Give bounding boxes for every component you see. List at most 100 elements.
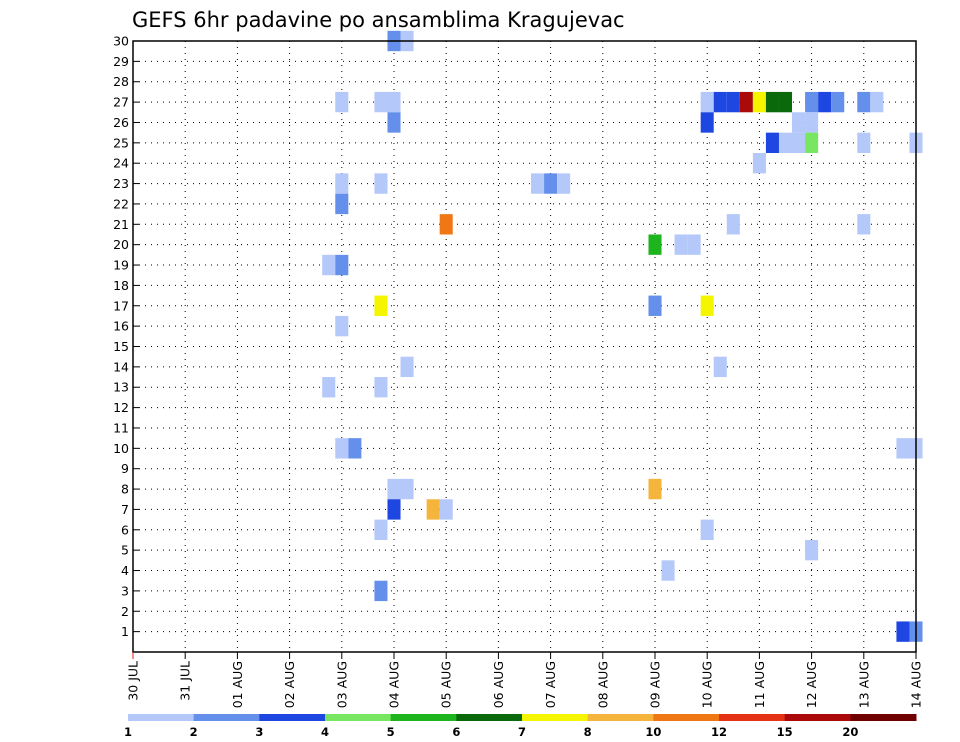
cell-member-10 bbox=[335, 438, 349, 459]
cell-member-27 bbox=[387, 91, 401, 113]
cell-member-25 bbox=[778, 132, 793, 154]
cell-member-27 bbox=[374, 91, 388, 113]
y-tick-label: 9 bbox=[121, 461, 129, 476]
colorbar-label: 6 bbox=[452, 725, 460, 739]
cell-member-27 bbox=[752, 91, 766, 113]
colorbar-label: 10 bbox=[645, 725, 661, 739]
colorbar-swatch bbox=[522, 714, 589, 721]
cell-member-23 bbox=[557, 173, 571, 194]
x-tick-label: 01 AUG bbox=[230, 661, 245, 708]
cell-member-10 bbox=[896, 438, 910, 459]
y-tick-label: 22 bbox=[113, 196, 129, 211]
colorbar-label: 3 bbox=[255, 725, 263, 739]
cell-member-3 bbox=[374, 580, 388, 602]
x-tick-label: 31 JUL bbox=[178, 661, 193, 701]
cell-member-17 bbox=[374, 295, 388, 316]
x-tick-label: 14 AUG bbox=[909, 661, 924, 708]
cell-member-26 bbox=[792, 112, 806, 133]
cell-member-4 bbox=[661, 560, 675, 581]
cell-member-14 bbox=[713, 356, 727, 378]
cell-member-20 bbox=[674, 234, 688, 255]
y-tick-label: 18 bbox=[113, 278, 129, 293]
cell-member-7 bbox=[439, 499, 453, 520]
cell-member-26 bbox=[700, 112, 714, 133]
cell-member-14 bbox=[400, 356, 414, 378]
y-tick-label: 21 bbox=[113, 217, 129, 232]
y-tick-label: 23 bbox=[113, 176, 129, 191]
colorbar-swatch bbox=[128, 714, 195, 721]
x-tick-label: 30 JUL bbox=[126, 661, 141, 701]
cells-layer bbox=[322, 30, 923, 642]
y-tick-label: 3 bbox=[121, 583, 129, 598]
x-tick-label: 09 AUG bbox=[648, 661, 663, 708]
y-tick-label: 6 bbox=[121, 522, 129, 537]
cell-member-22 bbox=[335, 193, 349, 215]
cell-member-25 bbox=[792, 132, 806, 154]
colorbar-swatch bbox=[259, 714, 326, 721]
colorbar-swatch bbox=[850, 714, 917, 721]
cell-member-27 bbox=[870, 91, 884, 113]
cell-member-26 bbox=[805, 112, 819, 133]
colorbar-label: 20 bbox=[842, 725, 858, 739]
colorbar-swatch bbox=[193, 714, 260, 721]
cell-member-1 bbox=[896, 621, 910, 642]
y-tick-label: 7 bbox=[121, 502, 129, 517]
cell-member-26 bbox=[387, 112, 401, 133]
cell-member-27 bbox=[778, 91, 793, 113]
x-tick-label: 13 AUG bbox=[856, 661, 871, 708]
x-axis: 30 JUL 31 JUL 01 AUG 02 AUG 03 AUG 04 AUG 05 A… bbox=[126, 652, 924, 708]
cell-member-16 bbox=[335, 315, 349, 337]
cell-member-24 bbox=[752, 153, 766, 174]
cell-member-8 bbox=[387, 478, 401, 500]
y-tick-label: 1 bbox=[121, 624, 129, 639]
colorbar-swatch bbox=[456, 714, 523, 721]
colorbar-label: 7 bbox=[518, 725, 526, 739]
y-tick-label: 17 bbox=[113, 298, 129, 313]
x-tick-label: 06 AUG bbox=[491, 661, 506, 708]
colorbar-swatch bbox=[390, 714, 457, 721]
colorbar-label: 2 bbox=[190, 725, 198, 739]
y-axis: 1234567891011121314151617181920212223242… bbox=[113, 34, 139, 639]
y-tick-label: 30 bbox=[113, 34, 129, 49]
y-tick-label: 16 bbox=[113, 319, 129, 334]
y-tick-label: 11 bbox=[113, 420, 129, 435]
x-tick-label: 08 AUG bbox=[595, 661, 610, 708]
cell-member-13 bbox=[374, 377, 388, 398]
cell-member-8 bbox=[400, 478, 414, 500]
cell-member-27 bbox=[831, 91, 845, 113]
cell-member-6 bbox=[700, 519, 714, 540]
y-tick-label: 26 bbox=[113, 115, 129, 130]
colorbar: 1 2 3 4 5 6 7 8 10 12 15 20 bbox=[124, 714, 917, 739]
chart-title: GEFS 6hr padavine po ansamblima Kragujev… bbox=[132, 8, 625, 32]
cell-member-27 bbox=[335, 91, 349, 113]
cell-member-27 bbox=[726, 91, 740, 113]
colorbar-label: 12 bbox=[711, 725, 727, 739]
cell-member-25 bbox=[765, 132, 779, 154]
x-tick-label: 12 AUG bbox=[804, 661, 819, 708]
x-tick-label: 02 AUG bbox=[282, 661, 297, 708]
colorbar-label: 15 bbox=[777, 725, 793, 739]
y-tick-label: 10 bbox=[113, 441, 129, 456]
cell-member-20 bbox=[648, 234, 662, 255]
cell-member-21 bbox=[439, 214, 453, 235]
cell-member-21 bbox=[726, 214, 740, 235]
cell-member-13 bbox=[322, 377, 336, 398]
colorbar-swatch bbox=[325, 714, 392, 721]
y-tick-label: 20 bbox=[113, 237, 129, 252]
y-tick-label: 29 bbox=[113, 54, 129, 69]
x-tick-label: 07 AUG bbox=[543, 661, 558, 708]
cell-member-20 bbox=[687, 234, 701, 255]
colorbar-label: 4 bbox=[321, 725, 329, 739]
y-tick-label: 13 bbox=[113, 380, 129, 395]
colorbar-swatch bbox=[719, 714, 786, 721]
cell-member-25 bbox=[857, 132, 871, 154]
cell-member-19 bbox=[322, 254, 336, 276]
cell-member-27 bbox=[739, 91, 753, 113]
x-tick-label: 11 AUG bbox=[752, 661, 767, 708]
x-tick-label: 04 AUG bbox=[387, 661, 402, 708]
colorbar-swatch bbox=[653, 714, 720, 721]
cell-member-27 bbox=[713, 91, 727, 113]
colorbar-label: 1 bbox=[124, 725, 132, 739]
cell-member-10 bbox=[348, 438, 362, 459]
